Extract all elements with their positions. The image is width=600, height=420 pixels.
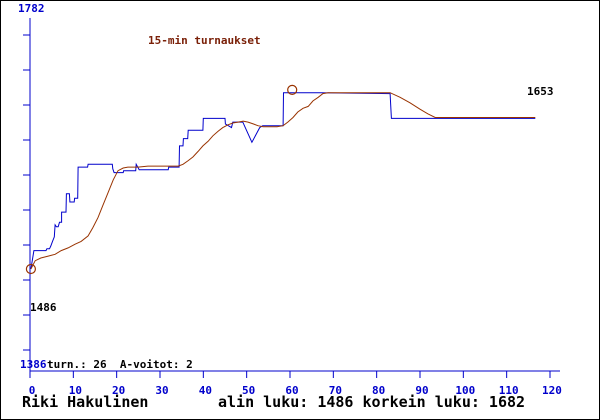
y-axis-min-label: 1386 <box>20 358 47 371</box>
rating-line <box>30 92 536 270</box>
x-axis-tick-label: 50 <box>242 384 255 397</box>
axes: 0 10 20 30 40 50 60 70 80 90 100 110 120 <box>23 18 562 397</box>
last-value-label: 1653 <box>527 85 554 98</box>
x-axis-tick-label: 10 <box>69 384 82 397</box>
x-axis-tick-label: 70 <box>329 384 342 397</box>
x-axis-tick-label: 120 <box>542 384 562 397</box>
x-axis-tick-label: 30 <box>155 384 168 397</box>
chart-series <box>25 84 536 275</box>
min-value-label: 1486 <box>30 301 57 314</box>
min-marker <box>25 263 36 275</box>
x-axis-tick-label: 20 <box>112 384 125 397</box>
stats-line: turn.: 26 A-voitot: 2 <box>47 358 193 371</box>
player-name: Riki Hakulinen <box>22 393 148 411</box>
x-axis-tick-label: 90 <box>415 384 428 397</box>
rating-range-summary: alin luku: 1486 korkein luku: 1682 <box>218 393 525 411</box>
y-axis-max-label: 1782 <box>18 2 45 15</box>
x-axis-tick-label: 110 <box>499 384 519 397</box>
chart-title: 15-min turnaukset <box>148 34 261 47</box>
max-marker <box>287 84 298 96</box>
x-axis-tick-label: 80 <box>372 384 385 397</box>
x-axis-tick-label: 100 <box>455 384 475 397</box>
x-axis-tick-label: 60 <box>285 384 298 397</box>
x-axis-tick-label: 0 <box>29 384 36 397</box>
average-line <box>30 92 536 270</box>
x-axis-tick-label: 40 <box>199 384 212 397</box>
